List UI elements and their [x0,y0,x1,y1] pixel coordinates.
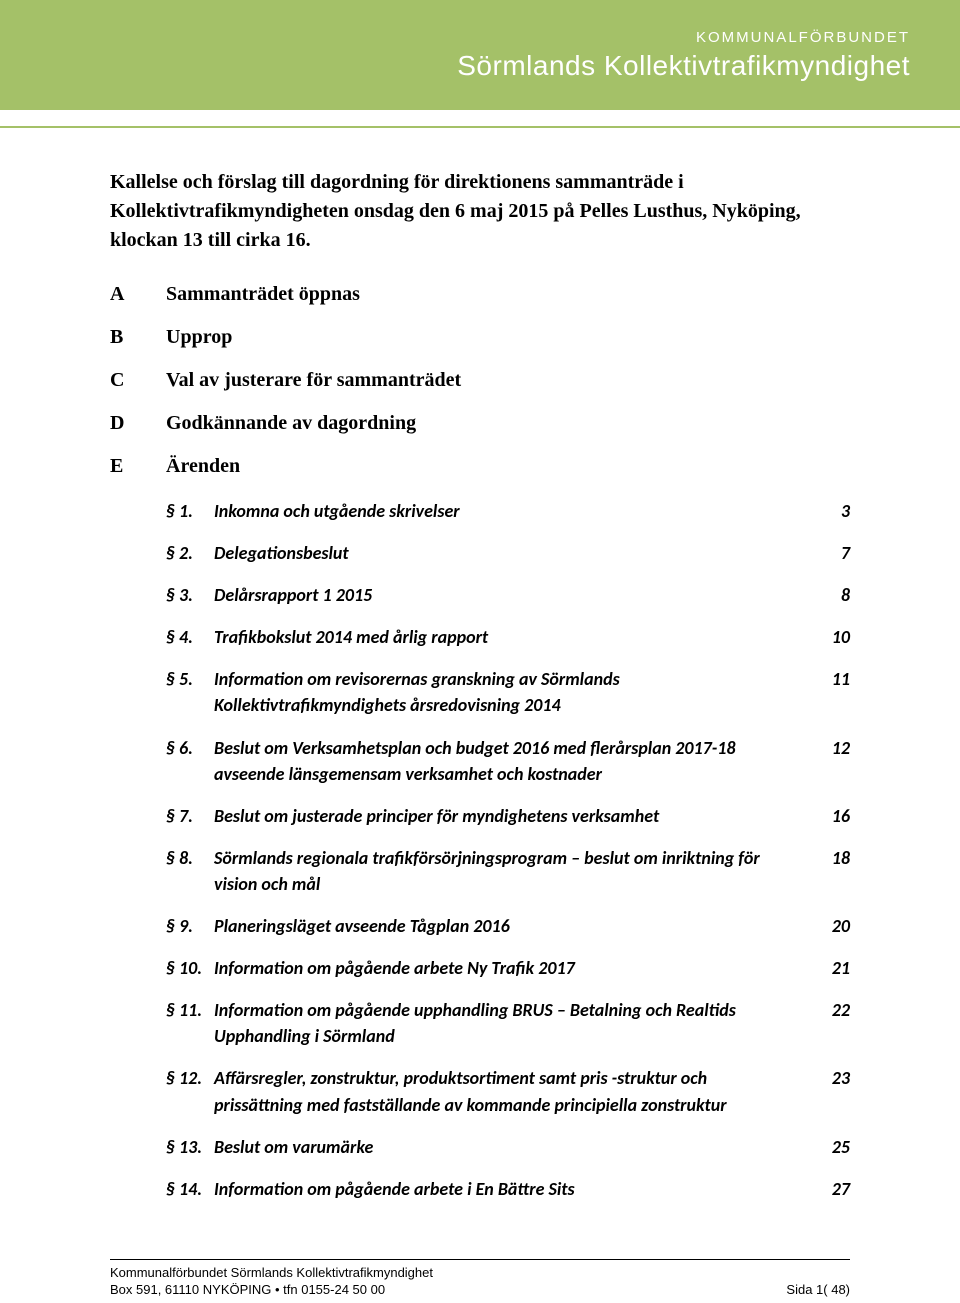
agenda-item-text: Beslut om justerade principer för myndig… [214,803,810,829]
section-row: DGodkännande av dagordning [110,412,850,435]
agenda-item-text: Inkomna och utgående skrivelser [214,498,810,524]
agenda-item-text: Trafikbokslut 2014 med årlig rapport [214,624,810,650]
agenda-item: § 11.Information om pågående upphandling… [166,997,850,1049]
agenda-item-page: 18 [810,845,850,871]
section-letter: B [110,326,166,349]
agenda-item: § 6.Beslut om Verksamhetsplan och budget… [166,735,850,787]
agenda-item: § 14.Information om pågående arbete i En… [166,1176,850,1202]
document-title: Kallelse och förslag till dagordning för… [110,168,850,255]
agenda-item-number: § 14. [166,1176,214,1202]
agenda-item-number: § 5. [166,666,214,692]
section-row: BUpprop [110,326,850,349]
agenda-item: § 13.Beslut om varumärke25 [166,1134,850,1160]
footer-left: Kommunalförbundet Sörmlands Kollektivtra… [110,1264,433,1299]
agenda-item-number: § 7. [166,803,214,829]
agenda-item-page: 3 [810,498,850,524]
agenda-item-page: 11 [810,666,850,692]
agenda-item-number: § 4. [166,624,214,650]
agenda-item-text: Beslut om varumärke [214,1134,810,1160]
agenda-item: § 12.Affärsregler, zonstruktur, produkts… [166,1065,850,1117]
agenda-item-number: § 3. [166,582,214,608]
section-row: CVal av justerare för sammanträdet [110,369,850,392]
section-letter: C [110,369,166,392]
header-org-name: Sörmlands Kollektivtrafikmyndighet [457,50,910,82]
agenda-item-number: § 11. [166,997,214,1023]
agenda-item: § 4.Trafikbokslut 2014 med årlig rapport… [166,624,850,650]
agenda-item-text: Information om pågående arbete Ny Trafik… [214,955,810,981]
agenda-item-text: Planeringsläget avseende Tågplan 2016 [214,913,810,939]
agenda-item-page: 12 [810,735,850,761]
agenda-item-text: Information om revisorernas granskning a… [214,666,810,718]
agenda-item: § 7.Beslut om justerade principer för my… [166,803,850,829]
section-label: Sammanträdet öppnas [166,283,360,306]
page-footer: Kommunalförbundet Sörmlands Kollektivtra… [0,1259,960,1303]
header-text-block: KOMMUNALFÖRBUNDET Sörmlands Kollektivtra… [457,29,910,82]
section-letter: D [110,412,166,435]
agenda-item-text: Delegationsbeslut [214,540,810,566]
agenda-item-page: 23 [810,1065,850,1091]
agenda-item-text: Sörmlands regionala trafikförsörjningspr… [214,845,810,897]
section-letter: E [110,455,166,478]
agenda-item-page: 20 [810,913,850,939]
section-label: Ärenden [166,455,240,478]
page-content: Kallelse och förslag till dagordning för… [0,128,960,1202]
header-band: KOMMUNALFÖRBUNDET Sörmlands Kollektivtra… [0,0,960,110]
section-letter: A [110,283,166,306]
agenda-item-text: Information om pågående upphandling BRUS… [214,997,810,1049]
agenda-item-text: Information om pågående arbete i En Bätt… [214,1176,810,1202]
agenda-item-text: Delårsrapport 1 2015 [214,582,810,608]
agenda-item-number: § 10. [166,955,214,981]
agenda-item-number: § 2. [166,540,214,566]
agenda-item-number: § 6. [166,735,214,761]
agenda-item-number: § 13. [166,1134,214,1160]
agenda-item-number: § 9. [166,913,214,939]
agenda-item-number: § 8. [166,845,214,871]
sections-container: ASammanträdet öppnasBUppropCVal av juste… [110,283,850,478]
agenda-item-page: 10 [810,624,850,650]
agenda-item: § 8.Sörmlands regionala trafikförsörjnin… [166,845,850,897]
agenda-item-page: 21 [810,955,850,981]
section-label: Val av justerare för sammanträdet [166,369,461,392]
agenda-item: § 5.Information om revisorernas granskni… [166,666,850,718]
agenda-item-page: 16 [810,803,850,829]
agenda-item-number: § 1. [166,498,214,524]
section-label: Godkännande av dagordning [166,412,416,435]
section-label: Upprop [166,326,232,349]
agenda-item-number: § 12. [166,1065,214,1091]
agenda-item-page: 25 [810,1134,850,1160]
agenda-item: § 1.Inkomna och utgående skrivelser3 [166,498,850,524]
footer-rule [110,1259,850,1260]
footer-pager: Sida 1( 48) [786,1281,850,1299]
agenda-item: § 9.Planeringsläget avseende Tågplan 201… [166,913,850,939]
header-prefix: KOMMUNALFÖRBUNDET [457,29,910,46]
agenda-item-page: 8 [810,582,850,608]
section-row: EÄrenden [110,455,850,478]
agenda-item: § 2.Delegationsbeslut7 [166,540,850,566]
agenda-item: § 10.Information om pågående arbete Ny T… [166,955,850,981]
section-row: ASammanträdet öppnas [110,283,850,306]
footer-org: Kommunalförbundet Sörmlands Kollektivtra… [110,1264,433,1282]
agenda-item-page: 22 [810,997,850,1023]
agenda-item-text: Affärsregler, zonstruktur, produktsortim… [214,1065,810,1117]
agenda-item: § 3.Delårsrapport 1 20158 [166,582,850,608]
agenda-item-text: Beslut om Verksamhetsplan och budget 201… [214,735,810,787]
agenda-item-page: 7 [810,540,850,566]
footer-address: Box 591, 61110 NYKÖPING • tfn 0155-24 50… [110,1281,433,1299]
agenda-list: § 1.Inkomna och utgående skrivelser3 § 2.… [166,498,850,1202]
agenda-item-page: 27 [810,1176,850,1202]
footer-row: Kommunalförbundet Sörmlands Kollektivtra… [110,1264,850,1299]
